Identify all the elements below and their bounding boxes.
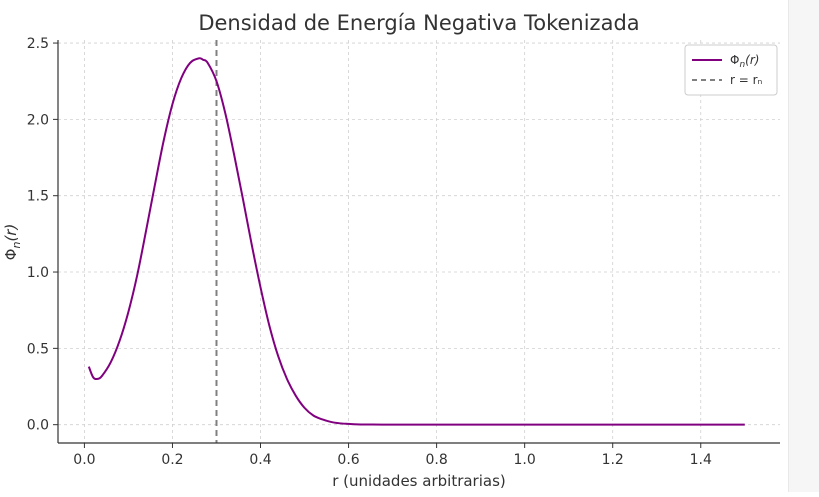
x-tick-label: 0.6 (337, 452, 359, 468)
x-tick-label: 0.4 (249, 452, 271, 468)
legend-series-label-arg: (r) (745, 53, 759, 67)
x-tick-label: 1.2 (602, 452, 624, 468)
y-tick-label: 2.5 (27, 36, 49, 52)
y-axis-label: Φn(r) (2, 224, 23, 261)
legend: Φn(r) r = rₙ (684, 44, 778, 96)
tick-layer: 0.0 0.2 0.4 0.6 0.8 1.0 1.2 1.4 0.0 0.5 1.0 1.5 2.0 2… (27, 36, 712, 468)
grid-lines (58, 40, 780, 443)
axes (57, 40, 780, 444)
window-edge-strip (788, 0, 819, 492)
y-axis-label-arg: (r) (2, 224, 20, 242)
y-tick-label: 0.5 (27, 341, 49, 357)
y-tick-label: 2.0 (27, 112, 49, 128)
legend-reference-label: r = rₙ (730, 73, 763, 87)
y-tick-label: 0.0 (27, 418, 49, 434)
legend-series-label: Φn(r) (730, 53, 759, 70)
legend-box (684, 44, 778, 96)
x-tick-label: 0.2 (161, 452, 183, 468)
x-tick-label: 1.0 (514, 452, 536, 468)
series-layer (87, 57, 745, 426)
series-line (87, 57, 745, 426)
y-axis-label-sub: n (10, 242, 23, 249)
legend-series-label-sub: n (739, 60, 745, 70)
x-tick-label: 0.0 (73, 452, 95, 468)
x-tick-label: 0.8 (425, 452, 447, 468)
y-axis-label-main: Φ (2, 249, 20, 261)
y-tick-label: 1.5 (27, 189, 49, 205)
x-axis-label: r (unidades arbitrarias) (332, 472, 506, 490)
x-tick-label: 1.4 (690, 452, 712, 468)
legend-series-label-main: Φ (730, 53, 739, 67)
chart-title: Densidad de Energía Negativa Tokenizada (198, 11, 639, 35)
y-tick-label: 1.0 (27, 265, 49, 281)
